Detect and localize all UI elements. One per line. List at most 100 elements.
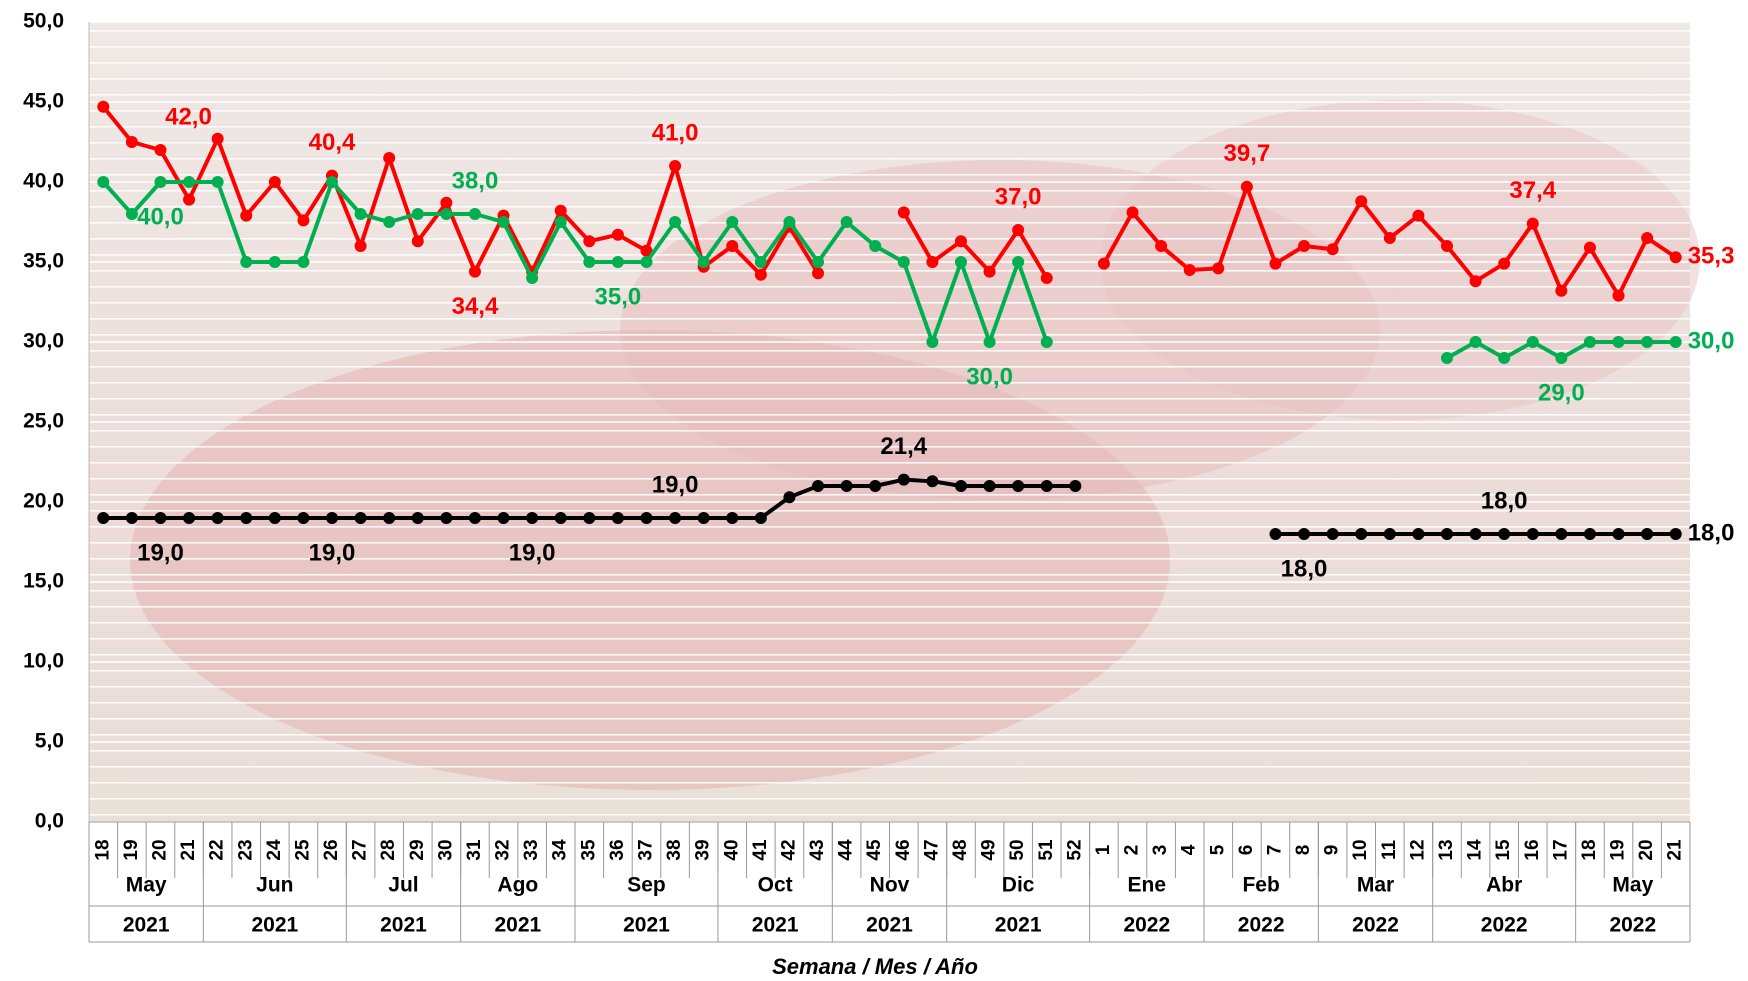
x-tick-label: 36 — [607, 839, 628, 860]
point — [1269, 528, 1281, 540]
point — [898, 206, 910, 218]
year-label: 2022 — [1481, 914, 1528, 937]
point — [783, 491, 795, 503]
month-label: Abr — [1486, 874, 1522, 897]
y-tick-label: 0,0 — [35, 810, 64, 833]
data-label: 19,0 — [309, 539, 356, 566]
point — [1584, 242, 1596, 254]
point — [126, 136, 138, 148]
year-label: 2022 — [1609, 914, 1656, 937]
x-tick-label: 20 — [1636, 839, 1657, 860]
point — [812, 480, 824, 492]
point — [1041, 336, 1053, 348]
point — [1041, 272, 1053, 284]
point — [526, 512, 538, 524]
point — [755, 269, 767, 281]
point — [1298, 240, 1310, 252]
x-tick-label: 42 — [778, 839, 799, 860]
x-tick-label: 6 — [1236, 845, 1257, 856]
point — [726, 216, 738, 228]
point — [1441, 528, 1453, 540]
point — [97, 512, 109, 524]
point — [755, 256, 767, 268]
point — [1498, 258, 1510, 270]
point — [212, 512, 224, 524]
x-tick-label: 33 — [521, 839, 542, 860]
x-tick-label: 52 — [1064, 839, 1085, 860]
point — [1241, 181, 1253, 193]
point — [1327, 528, 1339, 540]
x-tick-label: 13 — [1436, 839, 1457, 860]
x-tick-label: 23 — [235, 839, 256, 860]
point — [1641, 528, 1653, 540]
x-tick-label: 2 — [1122, 845, 1143, 856]
month-label: Jun — [256, 874, 293, 897]
point — [498, 512, 510, 524]
point — [1441, 352, 1453, 364]
point — [640, 256, 652, 268]
point — [1670, 528, 1682, 540]
x-tick-label: 35 — [578, 839, 599, 861]
point — [926, 475, 938, 487]
point — [1670, 251, 1682, 263]
x-tick-label: 38 — [664, 839, 685, 860]
chart: Semana / Mes / Año 0,05,010,015,020,025,… — [0, 0, 1748, 981]
x-tick-label: 1 — [1093, 844, 1114, 855]
year-label: 2022 — [1238, 914, 1285, 937]
point — [1127, 206, 1139, 218]
y-tick-label: 30,0 — [23, 330, 64, 353]
x-tick-label: 17 — [1550, 839, 1571, 860]
x-tick-label: 14 — [1465, 839, 1486, 861]
data-label: 41,0 — [652, 119, 699, 146]
point — [1470, 528, 1482, 540]
point — [412, 235, 424, 247]
point — [841, 216, 853, 228]
point — [526, 272, 538, 284]
x-tick-label: 5 — [1207, 844, 1228, 855]
point — [1613, 290, 1625, 302]
point — [1498, 352, 1510, 364]
point — [869, 240, 881, 252]
year-label: 2021 — [623, 914, 670, 937]
x-tick-label: 10 — [1350, 839, 1371, 860]
point — [1470, 336, 1482, 348]
point — [984, 480, 996, 492]
point — [1584, 528, 1596, 540]
point — [97, 176, 109, 188]
point — [383, 216, 395, 228]
point — [698, 256, 710, 268]
month-label: May — [1612, 874, 1653, 897]
data-label: 18,0 — [1688, 519, 1735, 546]
point — [126, 512, 138, 524]
point — [269, 256, 281, 268]
point — [812, 256, 824, 268]
point — [926, 336, 938, 348]
x-tick-label: 20 — [149, 839, 170, 860]
data-label: 30,0 — [1688, 327, 1735, 354]
x-tick-label: 12 — [1407, 839, 1428, 860]
point — [612, 512, 624, 524]
point — [183, 194, 195, 206]
point — [383, 512, 395, 524]
year-label: 2022 — [1352, 914, 1399, 937]
point — [555, 216, 567, 228]
point — [1155, 240, 1167, 252]
x-tick-label: 45 — [864, 839, 885, 861]
point — [355, 240, 367, 252]
point — [1012, 224, 1024, 236]
point — [126, 208, 138, 220]
month-label: Oct — [758, 874, 793, 897]
point — [1641, 336, 1653, 348]
x-tick-label: 47 — [921, 839, 942, 860]
x-tick-label: 31 — [464, 839, 485, 861]
x-tick-label: 16 — [1522, 839, 1543, 860]
x-axis-title: Semana / Mes / Año — [772, 954, 978, 979]
x-tick-label: 7 — [1264, 845, 1285, 856]
x-tick-label: 18 — [92, 839, 113, 860]
data-label: 37,0 — [995, 183, 1042, 210]
point — [1355, 195, 1367, 207]
data-label: 40,4 — [309, 129, 356, 156]
point — [326, 512, 338, 524]
y-tick-label: 45,0 — [23, 90, 64, 113]
x-tick-label: 34 — [550, 839, 571, 861]
